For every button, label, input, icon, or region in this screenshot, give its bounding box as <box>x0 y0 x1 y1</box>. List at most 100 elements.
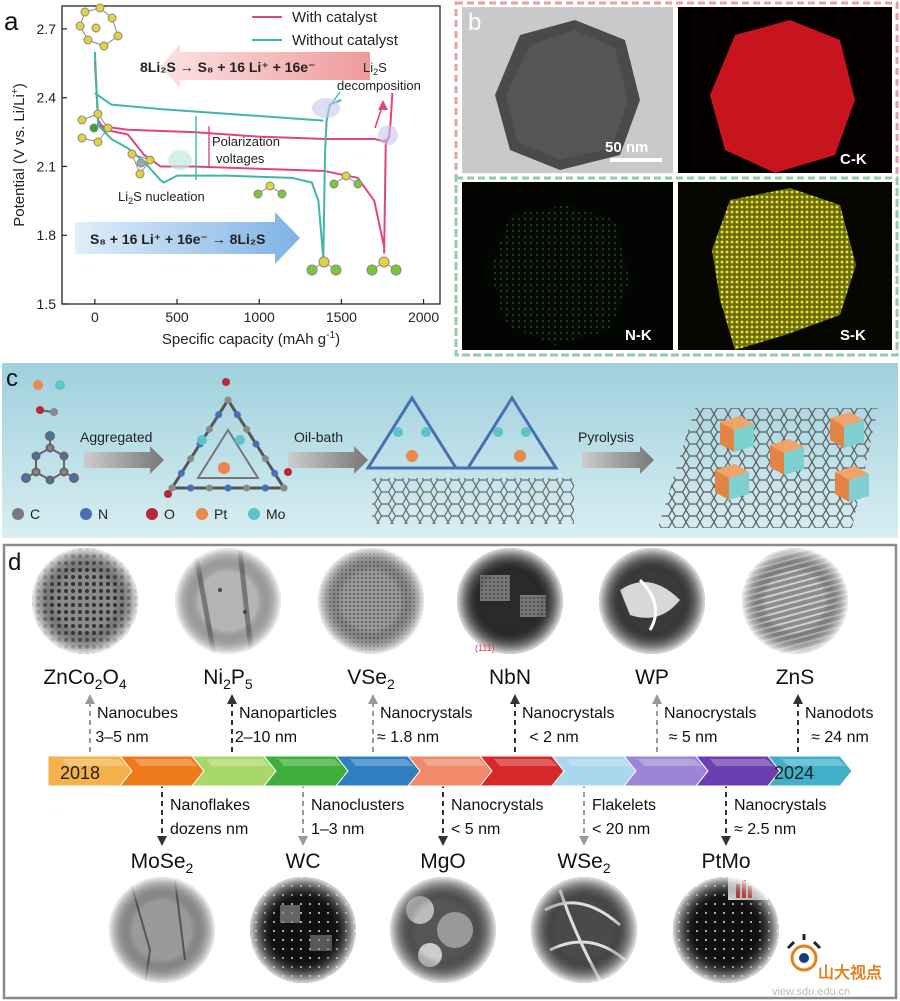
atom <box>205 425 213 433</box>
x-axis-label: Specific capacity (mAh g-1) <box>162 330 340 348</box>
timeline-pointer-head <box>652 694 662 704</box>
atom <box>261 455 269 463</box>
ptmo-cube-left <box>835 472 849 502</box>
nbn-inset-label: (111) <box>475 643 495 653</box>
size-desc-bottom: Nanocrystals <box>734 797 826 814</box>
watermark-url: view.sdu.edu.cn <box>772 986 850 998</box>
step-oil-bath: Oil-bath <box>294 429 343 445</box>
atom <box>233 411 241 419</box>
size-desc-bottom: Nanoclusters <box>311 797 404 814</box>
ptmo-cube-right <box>849 474 869 502</box>
ptmo-cube-right <box>784 447 804 475</box>
polarization-label-2: voltages <box>216 151 265 166</box>
size-value-bottom: 1–3 nm <box>311 821 364 838</box>
panel-b: 50 nm C-K N-K S-K b <box>454 1 899 357</box>
timeline-shine <box>278 759 342 766</box>
size-desc-top: Nanocubes <box>97 705 178 722</box>
step-pyrolysis: Pyrolysis <box>578 429 634 445</box>
li2s-cluster-icon <box>127 149 155 179</box>
series-1-charge-line <box>322 99 342 259</box>
size-desc-top: Nanoparticles <box>239 705 337 722</box>
size-value-top: ≈ 1.8 nm <box>377 729 439 746</box>
material-label-top: Ni2P5 <box>203 666 253 692</box>
atom <box>224 396 232 404</box>
material-label-bottom: PtMo <box>701 850 750 873</box>
step-arrow-3 <box>582 446 654 474</box>
atom <box>261 484 269 492</box>
atom <box>243 425 251 433</box>
panel-a: a 8Li₂S → S₈ + 16 Li⁺ + 16e⁻ S₈ + 16 Li⁺… <box>4 3 441 348</box>
nucleation-highlight <box>168 150 192 170</box>
s-map-particle <box>712 188 856 350</box>
sdu-logo <box>786 934 822 972</box>
legend-atom-c-icon <box>12 508 24 520</box>
atom <box>224 484 232 492</box>
size-value-top: ≈ 24 nm <box>811 729 869 746</box>
material-label-top: NbN <box>489 666 531 689</box>
x-tick-label: 1500 <box>326 309 357 325</box>
panel-b-frame-bottom <box>454 176 899 357</box>
timeline-pointer-head <box>368 694 378 704</box>
micrograph-wc <box>250 877 356 983</box>
legend-with-catalyst: With catalyst <box>292 9 378 26</box>
legend-atom-label: Pt <box>214 506 227 522</box>
timeline-pointer-head <box>85 694 95 704</box>
nucleation-equation: S₈ + 16 Li⁺ + 16e⁻ → 8Li₂S <box>90 231 265 247</box>
legend-atom-label: N <box>98 506 108 522</box>
material-label-top: WP <box>635 666 669 689</box>
li2s-molecule-icon-1 <box>253 181 287 199</box>
size-value-bottom: < 20 nm <box>592 821 650 838</box>
series-1-discharge-line <box>93 51 325 259</box>
timeline-shine <box>350 759 414 766</box>
chart-a-ticks: 0 500 1000 1500 2000 1.5 1.8 2.1 2.4 2.7 Specific … <box>10 21 439 348</box>
y-tick-label: 2.7 <box>37 21 57 37</box>
panel-b-letter: b <box>468 9 481 36</box>
atom <box>252 440 260 448</box>
aggregated-structure <box>164 378 292 498</box>
panel-c-legend: C N O Pt Mo <box>12 506 286 522</box>
material-label-bottom: MgO <box>420 850 466 873</box>
size-desc-top: Nanodots <box>805 705 874 722</box>
polarization-label-1: Polarization <box>212 134 280 149</box>
material-label-bottom: MoSe2 <box>131 850 194 876</box>
series-1-charge_back-line <box>94 92 324 122</box>
atom <box>168 484 176 492</box>
decomposition-pointer-head <box>378 100 388 110</box>
ptmo-cube-top <box>770 439 804 453</box>
micrograph-znco2o4 <box>32 548 138 654</box>
timeline-pointer-head <box>579 836 589 846</box>
atom <box>205 484 213 492</box>
legend-atom-pt-icon <box>196 508 208 520</box>
material-label-top: ZnS <box>776 666 815 689</box>
ptmo-cube-left <box>770 445 784 475</box>
timeline-shine <box>494 759 558 766</box>
panel-c-letter: c <box>6 365 18 392</box>
tem-particle-core <box>506 30 628 160</box>
timeline-shine <box>710 759 774 766</box>
step-aggregated: Aggregated <box>80 429 152 445</box>
bottom-material-labels: Nanoflakes dozens nm MoSe2 Nanoclusters 1–3 … <box>131 768 826 876</box>
timeline-pointer-head <box>438 836 448 846</box>
timeline-pointer-head <box>157 836 167 846</box>
s-map-label: S-K <box>840 327 866 344</box>
top-material-labels: ZnCo2O4 Nanocubes 3–5 nm Ni2P5 Nanoparticles… <box>43 666 874 772</box>
x-tick-label: 500 <box>165 309 189 325</box>
watermark-name: 山大视点 <box>818 963 882 982</box>
legend-atom-label: O <box>164 506 175 522</box>
size-value-bottom: dozens nm <box>170 821 248 838</box>
timeline-shine <box>422 759 486 766</box>
size-value-top: ≈ 5 nm <box>669 729 718 746</box>
panel-a-letter: a <box>4 6 19 36</box>
legend-atom-o-icon <box>146 508 158 520</box>
micrograph-ptmo <box>673 876 779 983</box>
panel-c: c Aggregated Oil-bath Pyrolysis <box>2 363 898 538</box>
atom <box>271 469 279 477</box>
timeline-pointer-head <box>227 694 237 704</box>
ptmo-cube-top <box>835 466 869 480</box>
nucleation-arrow <box>75 212 300 264</box>
timeline-pointer-head <box>721 836 731 846</box>
decomposition-equation: 8Li₂S → S₈ + 16 Li⁺ + 16e⁻ <box>140 59 315 75</box>
x-tick-label: 2000 <box>408 309 439 325</box>
ptmo-cube-left <box>715 470 729 500</box>
timeline-shine <box>782 759 846 766</box>
